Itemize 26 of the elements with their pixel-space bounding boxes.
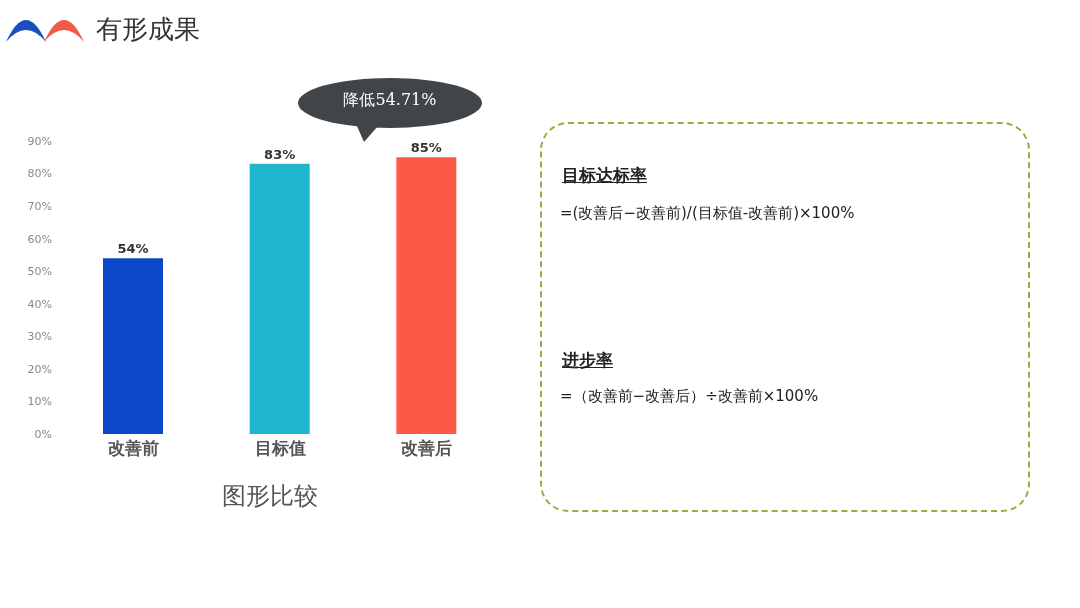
y-tick-label: 90% [27, 134, 52, 148]
chart-title: 有形成果 [96, 13, 200, 46]
text: =(改善后−改善前)/(目标值-改善前)×100% [560, 204, 855, 223]
x-axis-title: 图形比较 [221, 481, 319, 512]
y-tick-label: 10% [27, 395, 52, 409]
y-tick-label: 60% [27, 232, 52, 246]
y-tick-label: 30% [27, 330, 52, 344]
y-tick-label: 40% [27, 297, 52, 311]
data-label: 85% [410, 140, 442, 156]
text: 进步率 [562, 349, 613, 372]
y-tick-label: 0% [34, 427, 52, 441]
bar [103, 258, 163, 434]
y-tick-label: 20% [27, 362, 52, 376]
text: 目标达标率 [562, 164, 647, 187]
bar [249, 163, 310, 434]
text: =（改善前−改善后）÷改善前×100% [560, 387, 819, 406]
text: 降低54.71% [342, 90, 438, 111]
bar [396, 157, 457, 434]
x-tick-label: 改善后 [401, 438, 453, 459]
y-tick-label: 70% [27, 200, 52, 214]
y-tick-label: 80% [27, 167, 52, 181]
y-tick-label: 50% [27, 265, 52, 279]
x-tick-label: 改善前 [107, 438, 159, 459]
x-tick-label: 目标值 [254, 438, 306, 459]
data-label: 83% [264, 146, 296, 162]
data-label: 54% [117, 241, 149, 257]
